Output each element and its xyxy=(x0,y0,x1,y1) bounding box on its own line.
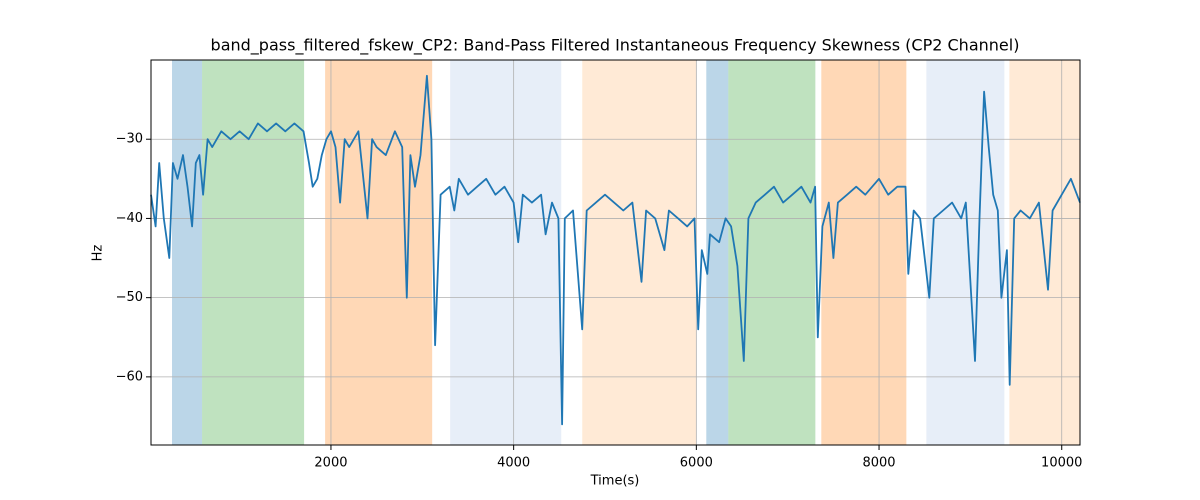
shaded-region xyxy=(172,60,203,445)
shaded-region xyxy=(821,60,907,445)
shaded-region xyxy=(728,60,816,445)
x-tick-label: 4000 xyxy=(497,456,530,471)
shaded-region xyxy=(706,60,729,445)
shaded-region xyxy=(325,60,433,445)
plot-frame xyxy=(150,59,1081,446)
y-tick-label: −60 xyxy=(116,369,143,384)
y-tick-label: −50 xyxy=(116,290,143,305)
shaded-region xyxy=(582,60,697,445)
shaded-region xyxy=(926,60,1005,445)
data-line xyxy=(150,74,1081,426)
shaded-region xyxy=(450,60,562,445)
y-tick-label: −40 xyxy=(116,211,143,226)
shaded-region xyxy=(202,60,305,445)
x-axis-label: Time(s) xyxy=(590,474,640,489)
y-tick-label: −30 xyxy=(116,132,143,147)
x-tick-label: 6000 xyxy=(680,456,713,471)
chart-title: band_pass_filtered_fskew_CP2: Band-Pass … xyxy=(211,36,1020,56)
x-tick-label: 8000 xyxy=(862,456,895,471)
x-tick-label: 2000 xyxy=(314,456,347,471)
x-tick-label: 10000 xyxy=(1041,456,1082,471)
y-axis-label: Hz xyxy=(91,245,106,262)
